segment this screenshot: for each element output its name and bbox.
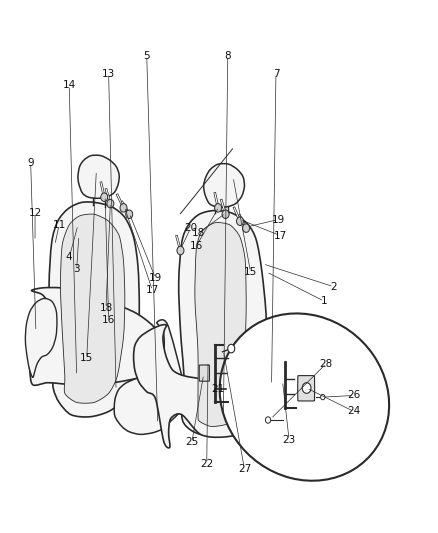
Text: 17: 17: [274, 231, 287, 240]
Circle shape: [101, 193, 108, 201]
Circle shape: [302, 383, 311, 393]
Text: 15: 15: [80, 353, 93, 363]
Circle shape: [107, 199, 114, 208]
Circle shape: [243, 224, 250, 232]
Text: 16: 16: [190, 241, 203, 251]
Circle shape: [237, 217, 244, 225]
Text: 23: 23: [283, 435, 296, 445]
PathPatch shape: [199, 365, 209, 381]
Circle shape: [228, 344, 235, 353]
Text: 1: 1: [321, 296, 328, 306]
Circle shape: [222, 210, 229, 219]
Ellipse shape: [220, 313, 389, 481]
Text: 16: 16: [102, 315, 115, 325]
Text: 11: 11: [53, 220, 66, 230]
Text: 26: 26: [347, 391, 360, 400]
PathPatch shape: [114, 320, 184, 434]
Text: 17: 17: [146, 286, 159, 295]
Text: 7: 7: [272, 69, 279, 78]
Text: 14: 14: [63, 80, 76, 90]
Text: 2: 2: [330, 282, 337, 292]
Text: 18: 18: [99, 303, 113, 313]
Text: 13: 13: [102, 69, 115, 78]
Text: 12: 12: [28, 208, 42, 218]
PathPatch shape: [195, 223, 246, 426]
PathPatch shape: [25, 298, 57, 377]
PathPatch shape: [49, 202, 139, 417]
Circle shape: [126, 210, 133, 219]
Text: 4: 4: [66, 253, 73, 262]
Text: 18: 18: [191, 229, 205, 238]
Text: 22: 22: [200, 459, 213, 469]
Text: 19: 19: [272, 215, 285, 224]
PathPatch shape: [204, 164, 244, 207]
Text: 25: 25: [185, 438, 198, 447]
Text: 8: 8: [224, 51, 231, 61]
Circle shape: [177, 246, 184, 255]
Text: 28: 28: [320, 359, 333, 368]
Circle shape: [120, 204, 127, 212]
Circle shape: [215, 204, 222, 212]
Text: 9: 9: [27, 158, 34, 167]
PathPatch shape: [29, 287, 162, 385]
Text: 21: 21: [212, 384, 225, 394]
Text: 19: 19: [149, 273, 162, 283]
Circle shape: [321, 394, 325, 400]
Text: 15: 15: [244, 267, 257, 277]
Text: 3: 3: [73, 264, 80, 274]
Circle shape: [265, 417, 271, 423]
PathPatch shape: [78, 155, 119, 198]
Text: 27: 27: [238, 464, 251, 474]
PathPatch shape: [134, 325, 315, 448]
Text: 24: 24: [347, 407, 360, 416]
PathPatch shape: [298, 376, 314, 401]
Text: 20: 20: [184, 223, 197, 233]
PathPatch shape: [179, 211, 266, 436]
PathPatch shape: [60, 214, 125, 403]
Text: 5: 5: [143, 51, 150, 61]
